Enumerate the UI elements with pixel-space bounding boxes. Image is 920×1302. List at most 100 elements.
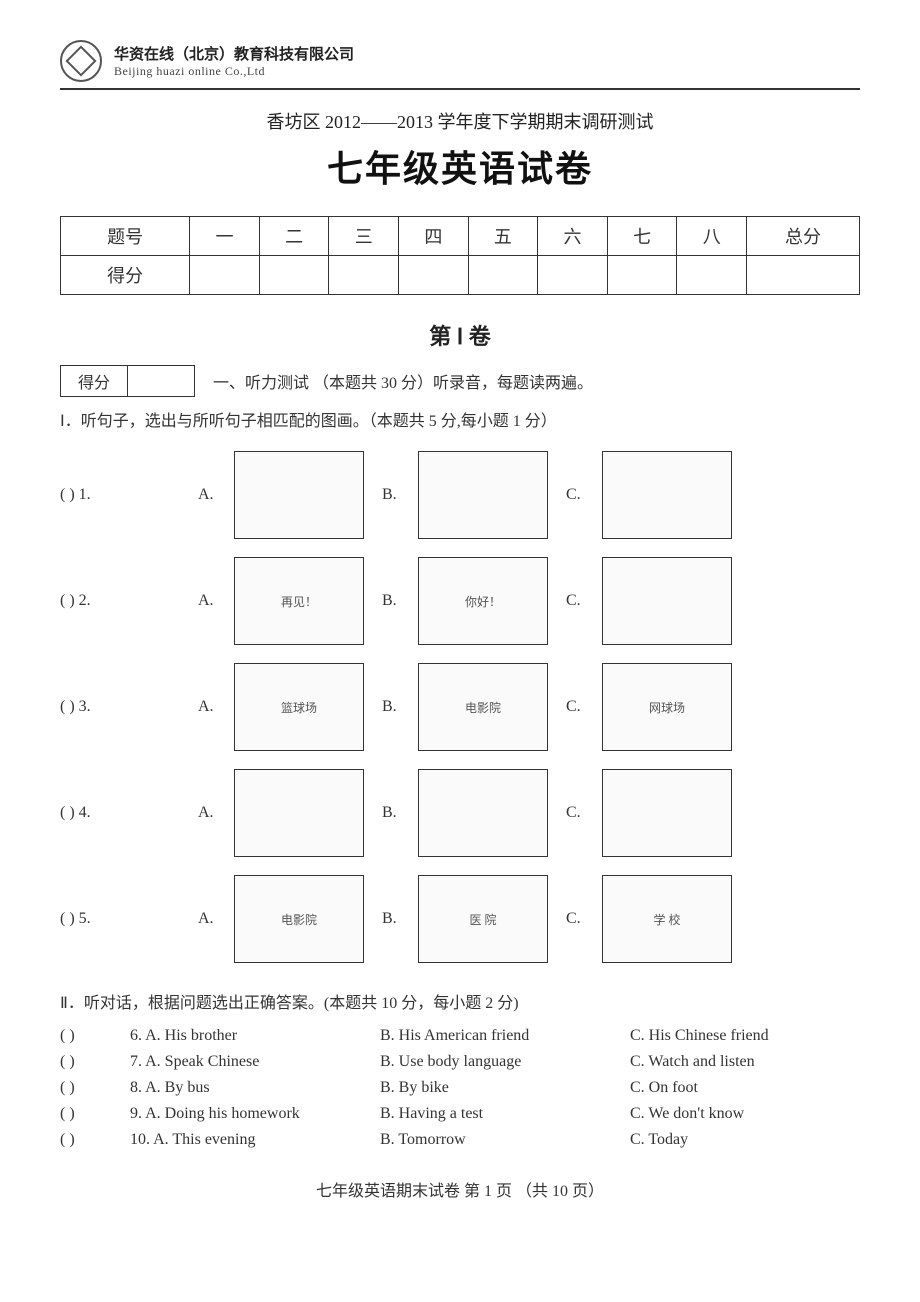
picture-placeholder [234, 769, 364, 857]
mc-option-b: B. By bike [380, 1079, 630, 1097]
picture-placeholder: 学 校 [602, 875, 732, 963]
score-col: 五 [468, 217, 538, 256]
mc-question-row: ( )8. A. By busB. By bikeC. On foot [60, 1079, 860, 1097]
small-score-label: 得分 [61, 366, 128, 397]
picture-placeholder [418, 769, 548, 857]
exam-subtitle: 香坊区 2012——2013 学年度下学期期末调研测试 [60, 108, 860, 134]
mc-option-b: B. Tomorrow [380, 1131, 630, 1149]
section-heading: 第 Ⅰ 卷 [60, 319, 860, 351]
score-cell [329, 256, 399, 295]
mc-questions: ( )6. A. His brotherB. His American frie… [60, 1027, 860, 1149]
small-score-blank [128, 366, 195, 397]
score-cell [399, 256, 469, 295]
score-col: 二 [259, 217, 329, 256]
part2-title: Ⅱ．听对话，根据问题选出正确答案。(本题共 10 分，每小题 2 分) [60, 989, 860, 1013]
listening-title: 一、听力测试 （本题共 30 分）听录音，每题读两遍。 [213, 369, 593, 393]
small-score-table: 得分 [60, 365, 195, 397]
score-cell [747, 256, 860, 295]
page-footer: 七年级英语期末试卷 第 1 页 （共 10 页） [60, 1177, 860, 1201]
question-label: ( ) 5. [60, 910, 180, 928]
score-col: 八 [677, 217, 747, 256]
question-label: ( ) 3. [60, 698, 180, 716]
mc-paren: ( ) [60, 1027, 130, 1045]
option-label: C. [566, 804, 584, 822]
option-label: A. [198, 486, 216, 504]
score-label: 得分 [61, 256, 190, 295]
mc-option-a: 6. A. His brother [130, 1027, 380, 1045]
mc-option-c: C. Today [630, 1131, 860, 1149]
question-label: ( ) 1. [60, 486, 180, 504]
picture-placeholder [602, 451, 732, 539]
part1-instr: Ⅰ．听句子，选出与所听句子相匹配的图画。（本题共 5 分,每小题 1 分） [60, 407, 860, 431]
question-label: ( ) 2. [60, 592, 180, 610]
mc-option-a: 7. A. Speak Chinese [130, 1053, 380, 1071]
option-label: A. [198, 804, 216, 822]
option-label: B. [382, 486, 400, 504]
listening-header: 得分 一、听力测试 （本题共 30 分）听录音，每题读两遍。 [60, 365, 860, 397]
table-row: 得分 [61, 256, 860, 295]
mc-paren: ( ) [60, 1105, 130, 1123]
picture-placeholder [418, 451, 548, 539]
mc-option-a: 8. A. By bus [130, 1079, 380, 1097]
picture-placeholder: 网球场 [602, 663, 732, 751]
score-cell [538, 256, 608, 295]
company-name-cn: 华资在线（北京）教育科技有限公司 [114, 43, 354, 64]
logo-icon [60, 40, 102, 82]
mc-paren: ( ) [60, 1053, 130, 1071]
option-label: A. [198, 592, 216, 610]
option-label: A. [198, 910, 216, 928]
score-col: 六 [538, 217, 608, 256]
option-label: A. [198, 698, 216, 716]
picture-placeholder [602, 557, 732, 645]
mc-option-c: C. On foot [630, 1079, 860, 1097]
mc-option-c: C. Watch and listen [630, 1053, 860, 1071]
picture-placeholder: 篮球场 [234, 663, 364, 751]
table-row: 题号 一 二 三 四 五 六 七 八 总分 [61, 217, 860, 256]
option-label: B. [382, 910, 400, 928]
mc-question-row: ( )9. A. Doing his homeworkB. Having a t… [60, 1105, 860, 1123]
option-label: C. [566, 698, 584, 716]
mc-question-row: ( )6. A. His brotherB. His American frie… [60, 1027, 860, 1045]
score-col: 三 [329, 217, 399, 256]
option-label: C. [566, 486, 584, 504]
option-label: C. [566, 910, 584, 928]
picture-question-row: ( ) 1. A. B. C. [60, 451, 860, 539]
option-label: B. [382, 698, 400, 716]
company-header: 华资在线（北京）教育科技有限公司 Beijing huazi online Co… [60, 40, 860, 90]
score-total-col: 总分 [747, 217, 860, 256]
score-cell [677, 256, 747, 295]
score-col: 七 [607, 217, 677, 256]
picture-placeholder: 再见！ [234, 557, 364, 645]
mc-option-c: C. His Chinese friend [630, 1027, 860, 1045]
picture-placeholder: 电影院 [234, 875, 364, 963]
mc-paren: ( ) [60, 1079, 130, 1097]
picture-question-row: ( ) 2. A. 再见！ B. 你好！ C. [60, 557, 860, 645]
mc-option-b: B. Having a test [380, 1105, 630, 1123]
score-cell [190, 256, 260, 295]
mc-question-row: ( )7. A. Speak ChineseB. Use body langua… [60, 1053, 860, 1071]
mc-option-b: B. Use body language [380, 1053, 630, 1071]
picture-question-row: ( ) 4. A. B. C. [60, 769, 860, 857]
score-col: 四 [399, 217, 469, 256]
picture-placeholder: 你好！ [418, 557, 548, 645]
option-label: B. [382, 804, 400, 822]
mc-paren: ( ) [60, 1131, 130, 1149]
picture-question-row: ( ) 5. A. 电影院 B. 医 院 C. 学 校 [60, 875, 860, 963]
score-cell [468, 256, 538, 295]
option-label: C. [566, 592, 584, 610]
score-table: 题号 一 二 三 四 五 六 七 八 总分 得分 [60, 216, 860, 295]
picture-questions: ( ) 1. A. B. C. ( ) 2. A. 再见！ B. 你好！ C. ( ) 3. A. 篮球… [60, 451, 860, 963]
score-cell [607, 256, 677, 295]
mc-option-a: 9. A. Doing his homework [130, 1105, 380, 1123]
question-label: ( ) 4. [60, 804, 180, 822]
mc-question-row: ( )10. A. This eveningB. TomorrowC. Toda… [60, 1131, 860, 1149]
picture-placeholder: 医 院 [418, 875, 548, 963]
option-label: B. [382, 592, 400, 610]
score-row-label: 题号 [61, 217, 190, 256]
company-name-en: Beijing huazi online Co.,Ltd [114, 64, 354, 79]
exam-title: 七年级英语试卷 [60, 140, 860, 192]
picture-placeholder [234, 451, 364, 539]
mc-option-a: 10. A. This evening [130, 1131, 380, 1149]
picture-question-row: ( ) 3.A.篮球场B.电影院C.网球场 [60, 663, 860, 751]
score-col: 一 [190, 217, 260, 256]
